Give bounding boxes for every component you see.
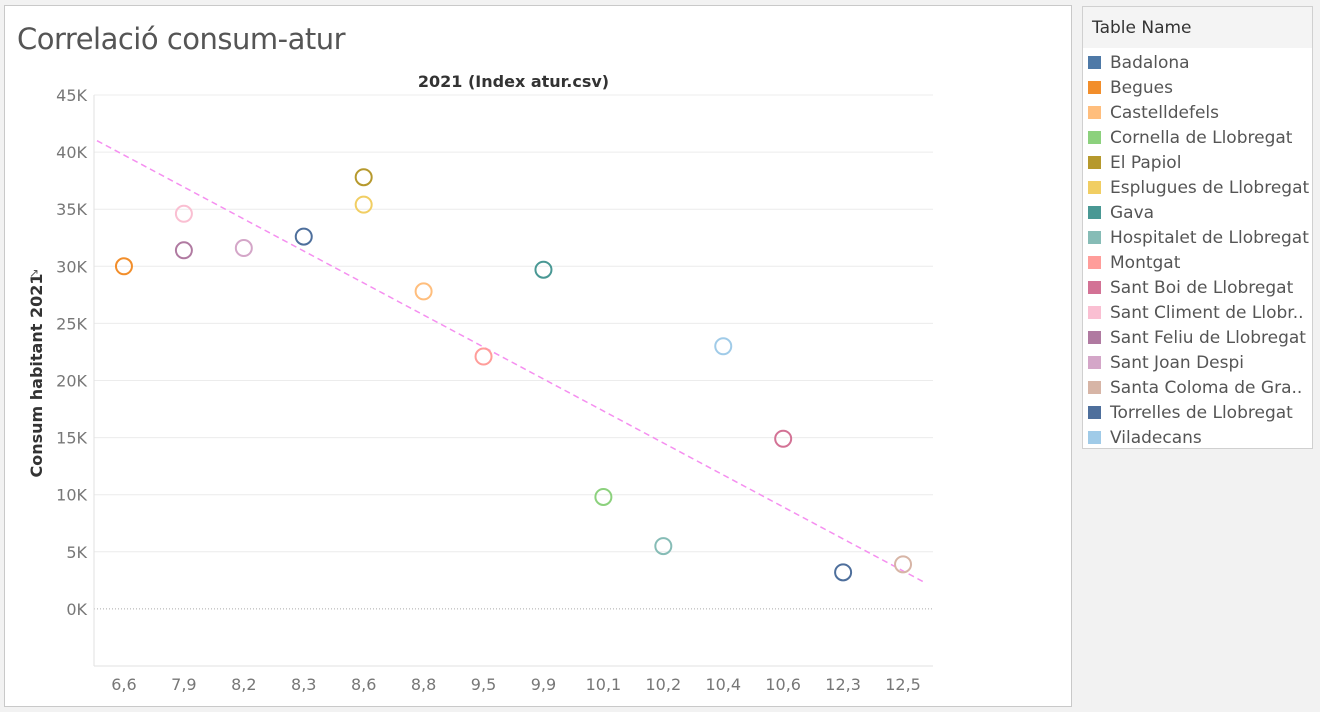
legend-swatch — [1088, 156, 1101, 169]
legend: Table Name Badalona Begues Castelldefels Co… — [1082, 6, 1313, 449]
legend-swatch — [1088, 81, 1101, 94]
data-point[interactable] — [594, 487, 613, 506]
legend-label: Cornella de Llobregat — [1110, 127, 1293, 148]
legend-label: Montgat — [1110, 252, 1181, 273]
legend-label: Castelldefels — [1110, 102, 1219, 123]
scatter-plot[interactable]: 2021 (Index atur.csv) 45K 40K 35K 30K 25K 20K 1… — [5, 6, 1071, 706]
legend-item[interactable]: El Papiol — [1088, 150, 1312, 175]
legend-label: Sant Boi de Llobregat — [1110, 277, 1294, 298]
x-tick-label: 12,5 — [885, 675, 921, 694]
data-point[interactable] — [354, 195, 373, 214]
legend-swatch — [1088, 431, 1101, 444]
x-tick-label: 10,6 — [765, 675, 801, 694]
data-point[interactable] — [774, 429, 793, 448]
legend-swatch — [1088, 181, 1101, 194]
legend-label: Hospitalet de Llobregat — [1110, 227, 1309, 248]
legend-label: Badalona — [1110, 52, 1190, 73]
x-tick-label: 10,4 — [705, 675, 741, 694]
y-axis-title: Consum habitant 2021 — [27, 274, 46, 478]
legend-label: Viladecans — [1110, 427, 1202, 448]
data-point[interactable] — [474, 347, 493, 366]
y-tick-label: 15K — [56, 429, 87, 448]
chart-subtitle: 2021 (Index atur.csv) — [418, 72, 609, 91]
legend-item[interactable]: Begues — [1088, 75, 1312, 100]
y-tick-label: 10K — [56, 486, 87, 505]
legend-label: Sant Feliu de Llobregat — [1110, 327, 1306, 348]
x-tick-label: 10,1 — [586, 675, 622, 694]
data-point[interactable] — [534, 260, 553, 279]
legend-swatch — [1088, 306, 1101, 319]
legend-item[interactable]: Sant Climent de Llobr.. — [1088, 300, 1312, 325]
legend-item[interactable]: Montgat — [1088, 250, 1312, 275]
legend-item[interactable]: Viladecans — [1088, 425, 1312, 448]
legend-item[interactable]: Torrelles de Llobregat — [1088, 400, 1312, 425]
legend-item[interactable]: Gava — [1088, 200, 1312, 225]
legend-swatch — [1088, 256, 1101, 269]
x-tick-label: 9,5 — [471, 675, 496, 694]
chart-title: Correlació consum-atur — [17, 22, 346, 56]
y-tick-label: 5K — [66, 543, 87, 562]
legend-item[interactable]: Castelldefels — [1088, 100, 1312, 125]
legend-item[interactable]: Sant Feliu de Llobregat — [1088, 325, 1312, 350]
x-tick-label: 12,3 — [825, 675, 861, 694]
data-point[interactable] — [174, 241, 193, 260]
data-point[interactable] — [834, 563, 853, 582]
legend-swatch — [1088, 281, 1101, 294]
x-tick-label: 10,2 — [646, 675, 682, 694]
y-tick-label: 20K — [56, 372, 87, 391]
legend-label: Sant Climent de Llobr.. — [1110, 302, 1304, 323]
legend-swatch — [1088, 106, 1101, 119]
legend-label: Begues — [1110, 77, 1174, 98]
y-tick-label: 0K — [66, 600, 87, 619]
legend-swatch — [1088, 56, 1101, 69]
legend-swatch — [1088, 406, 1101, 419]
legend-item[interactable]: Santa Coloma de Gra.. — [1088, 375, 1312, 400]
legend-label: Esplugues de Llobregat — [1110, 177, 1310, 198]
legend-item[interactable]: Esplugues de Llobregat — [1088, 175, 1312, 200]
data-point[interactable] — [294, 227, 313, 246]
legend-item[interactable]: Hospitalet de Llobregat — [1088, 225, 1312, 250]
x-tick-label: 9,9 — [531, 675, 556, 694]
y-tick-label: 40K — [56, 143, 87, 162]
legend-title: Table Name — [1083, 7, 1312, 48]
legend-label: Santa Coloma de Gra.. — [1110, 377, 1303, 398]
legend-label: Sant Joan Despi — [1110, 352, 1244, 373]
legend-item[interactable]: Sant Joan Despi — [1088, 350, 1312, 375]
chart-panel: Correlació consum-atur 2021 (Index atur.… — [4, 5, 1072, 707]
data-point[interactable] — [654, 537, 673, 556]
legend-item[interactable]: Badalona — [1088, 50, 1312, 75]
legend-label: Gava — [1110, 202, 1155, 223]
legend-label: El Papiol — [1110, 152, 1182, 173]
legend-item[interactable]: Cornella de Llobregat — [1088, 125, 1312, 150]
pin-icon[interactable]: ↗ — [29, 266, 39, 280]
y-tick-label: 30K — [56, 257, 87, 276]
legend-item[interactable]: Sant Boi de Llobregat — [1088, 275, 1312, 300]
data-point[interactable] — [714, 337, 733, 356]
legend-swatch — [1088, 381, 1101, 394]
y-tick-label: 45K — [56, 86, 87, 105]
data-point[interactable] — [114, 257, 133, 276]
x-tick-label: 8,6 — [351, 675, 376, 694]
x-tick-label: 6,6 — [111, 675, 136, 694]
x-tick-label: 8,3 — [291, 675, 316, 694]
data-point[interactable] — [234, 239, 253, 258]
data-point[interactable] — [174, 204, 193, 223]
x-tick-label: 8,8 — [411, 675, 436, 694]
legend-swatch — [1088, 231, 1101, 244]
legend-swatch — [1088, 206, 1101, 219]
y-tick-label: 25K — [56, 314, 87, 333]
x-tick-label: 8,2 — [231, 675, 256, 694]
y-tick-label: 35K — [56, 200, 87, 219]
data-point[interactable] — [414, 282, 433, 301]
legend-label: Torrelles de Llobregat — [1110, 402, 1293, 423]
legend-swatch — [1088, 356, 1101, 369]
data-point[interactable] — [354, 168, 373, 187]
data-point[interactable] — [894, 555, 913, 574]
legend-swatch — [1088, 331, 1101, 344]
trend-line — [96, 140, 926, 584]
legend-swatch — [1088, 131, 1101, 144]
x-tick-label: 7,9 — [171, 675, 196, 694]
